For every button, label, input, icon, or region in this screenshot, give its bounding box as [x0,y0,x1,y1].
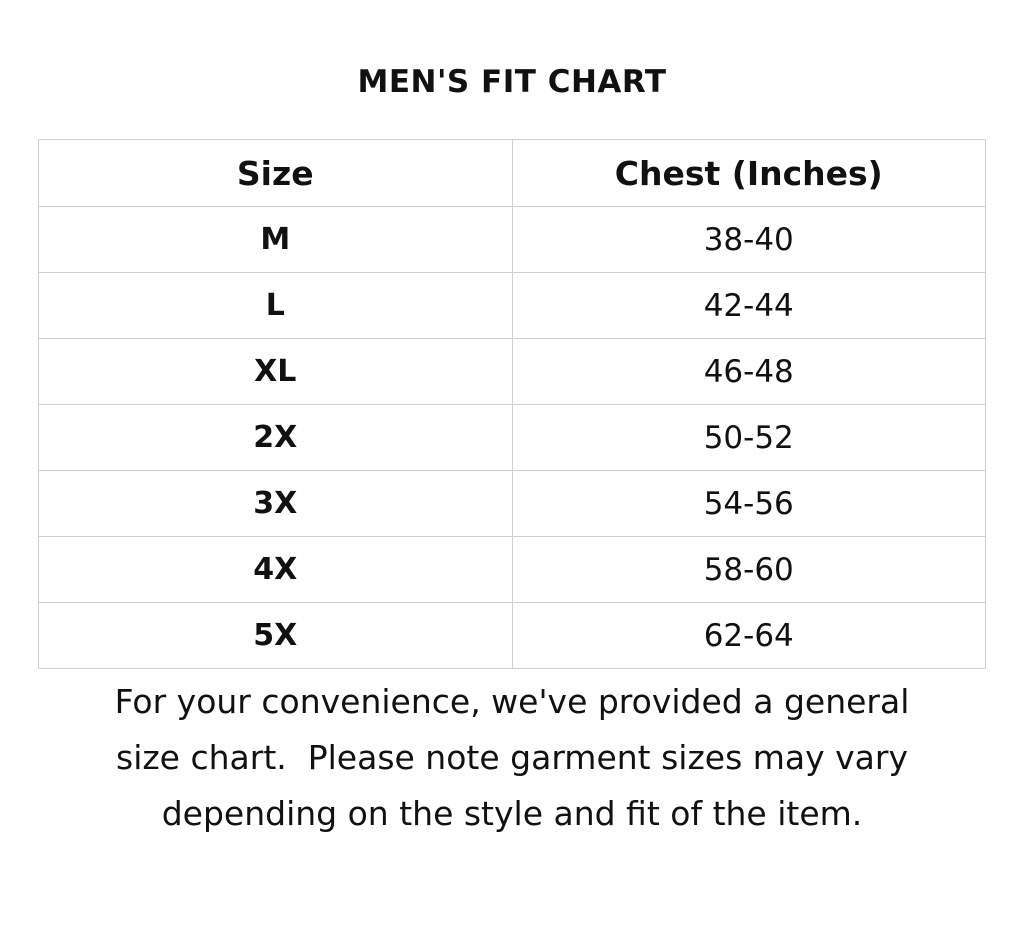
size-cell: 3X [38,470,513,537]
table-row: M 38-40 [38,206,986,273]
size-cell: M [38,206,513,273]
table-row: L 42-44 [38,272,986,339]
chest-cell: 38-40 [511,206,986,273]
table-row: 5X 62-64 [38,602,986,669]
size-cell: 4X [38,536,513,603]
note-line: For your convenience, we've provided a g… [114,682,910,721]
size-cell: L [38,272,513,339]
chest-cell: 54-56 [511,470,986,537]
table-header-row: Size Chest (Inches) [38,139,986,207]
table-row: XL 46-48 [38,338,986,405]
size-note: For your convenience, we've provided a g… [40,674,984,842]
page-title: MEN'S FIT CHART [357,64,667,100]
header-size: Size [38,139,513,207]
note-line: size chart. Please note garment sizes ma… [116,738,908,777]
note-line: depending on the style and fit of the it… [161,794,863,833]
size-cell: XL [38,338,513,405]
table-row: 4X 58-60 [38,536,986,603]
size-chart-table: Size Chest (Inches) M 38-40 L 42-44 XL 46-48 2… [38,139,986,669]
size-cell: 2X [38,404,513,471]
header-chest: Chest (Inches) [511,139,986,207]
size-cell: 5X [38,602,513,669]
chest-cell: 42-44 [511,272,986,339]
chest-cell: 62-64 [511,602,986,669]
table-row: 3X 54-56 [38,470,986,537]
chest-cell: 58-60 [511,536,986,603]
chest-cell: 50-52 [511,404,986,471]
chest-cell: 46-48 [511,338,986,405]
table-row: 2X 50-52 [38,404,986,471]
